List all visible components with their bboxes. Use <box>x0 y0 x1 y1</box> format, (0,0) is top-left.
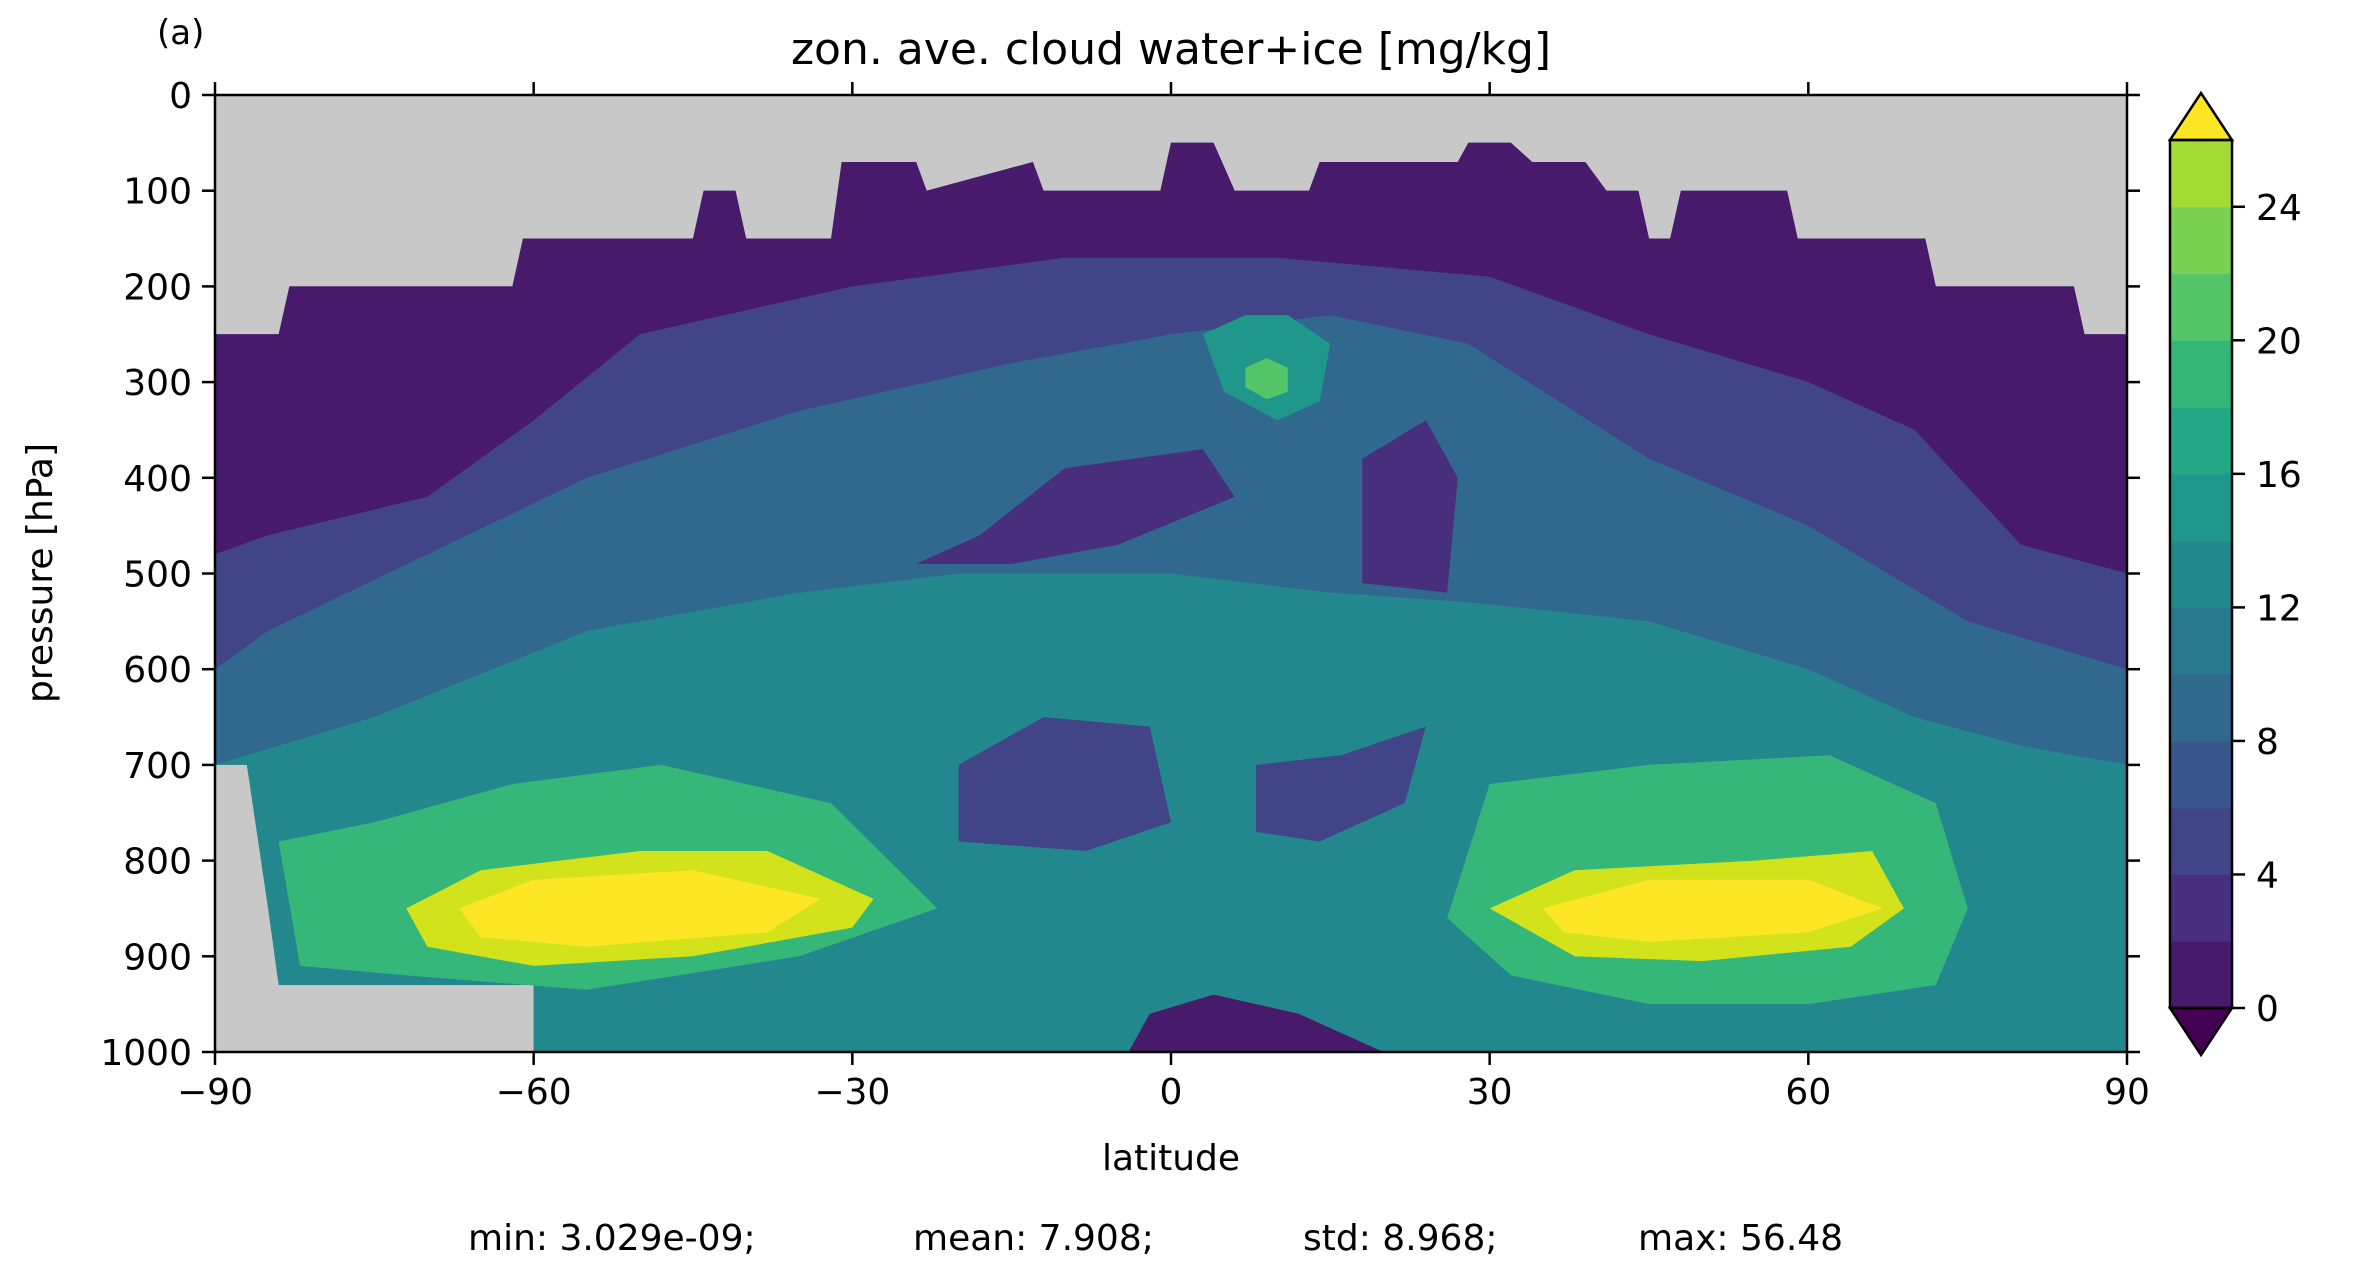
contour-region-mid-level-minimum-nh <box>1362 420 1458 593</box>
contour-region-upper-tropical-peak <box>1245 358 1288 400</box>
colorbar-segment <box>2170 407 2232 475</box>
colorbar-segment <box>2170 740 2232 809</box>
x-tick-label: 60 <box>1785 1072 1831 1113</box>
y-tick-label: 100 <box>123 172 192 213</box>
x-axis-label: latitude <box>1102 1138 1240 1179</box>
stats-line: min: 3.029e-09; mean: 7.908; std: 8.968;… <box>468 1218 1843 1259</box>
y-tick-label: 500 <box>123 555 192 596</box>
y-tick-label: 700 <box>123 746 192 787</box>
contour-region-near-surface-minimum <box>1128 994 1384 1052</box>
colorbar-segment <box>2170 807 2232 876</box>
stat-mean: mean: 7.908; <box>913 1218 1154 1259</box>
colorbar-segment <box>2170 674 2232 742</box>
x-tick-label: −30 <box>814 1072 890 1113</box>
colorbar-segment <box>2170 607 2232 675</box>
colorbar-tick-label: 16 <box>2256 455 2302 496</box>
colorbar-segment <box>2170 473 2232 542</box>
y-axis-label: pressure [hPa] <box>20 443 61 703</box>
colorbar-extend-min <box>2167 1006 2235 1058</box>
contour-region-sh-saturated-core <box>459 870 821 947</box>
contour-region-upper-troposphere-band <box>215 142 2127 574</box>
stat-min: min: 3.029e-09; <box>468 1218 756 1259</box>
y-tick-label: 400 <box>123 459 192 500</box>
x-tick-label: 0 <box>1160 1072 1183 1113</box>
colorbar-tick-label: 4 <box>2256 855 2279 896</box>
y-tick-label: 800 <box>123 842 192 883</box>
colorbar-segment <box>2170 206 2232 275</box>
colorbar-tick-label: 24 <box>2256 188 2302 229</box>
x-tick-label: −90 <box>177 1072 253 1113</box>
colorbar-extend-max <box>2167 90 2235 142</box>
contour-region-nh-saturated-core <box>1542 879 1883 942</box>
y-tick-label: 200 <box>123 267 192 308</box>
stat-std: std: 8.968; <box>1303 1218 1497 1259</box>
y-tick-label: 600 <box>123 650 192 691</box>
contour-field <box>215 142 2127 1052</box>
colorbar-tick-label: 8 <box>2256 722 2279 763</box>
x-tick-label: 90 <box>2104 1072 2150 1113</box>
colorbar-segment <box>2170 273 2232 341</box>
contour-region-mid-level-band <box>215 257 2127 670</box>
colorbar-segment <box>2170 874 2232 942</box>
colorbar-tick-label: 12 <box>2256 588 2302 629</box>
contour-region-lower-tropical-minimum <box>958 717 1171 851</box>
y-tick-label: 300 <box>123 363 192 404</box>
colorbar-segment <box>2170 340 2232 408</box>
colorbar-segment <box>2170 140 2232 208</box>
chart-title: zon. ave. cloud water+ice [mg/kg] <box>791 24 1551 75</box>
colorbar-tick-label: 20 <box>2256 321 2302 362</box>
contour-region-lower-tropical-minimum-nh <box>1256 726 1426 842</box>
y-tick-label: 1000 <box>100 1033 192 1074</box>
colorbar-tick-label: 0 <box>2256 989 2279 1030</box>
colorbar-segment <box>2170 941 2232 1009</box>
x-tick-label: 30 <box>1467 1072 1513 1113</box>
panel-label: (a) <box>157 13 204 53</box>
y-tick-label: 0 <box>169 76 192 117</box>
contour-region-mid-level-minimum-tropics <box>916 449 1235 564</box>
stat-max: max: 56.48 <box>1638 1218 1843 1259</box>
colorbar-frame <box>2168 138 2234 1010</box>
plot-area <box>213 93 2129 1054</box>
x-tick-label: −60 <box>496 1072 572 1113</box>
x-axis: −90 −60 −30 0 30 60 90 <box>177 82 2150 1113</box>
colorbar: 0 4 8 12 16 20 24 <box>2167 90 2302 1058</box>
y-axis: 0 100 200 300 400 500 600 700 800 900 1000 <box>100 76 2140 1074</box>
y-tick-label: 900 <box>123 937 192 978</box>
colorbar-segment <box>2170 540 2232 608</box>
contour-region-tropical-mid-region <box>215 315 2127 765</box>
